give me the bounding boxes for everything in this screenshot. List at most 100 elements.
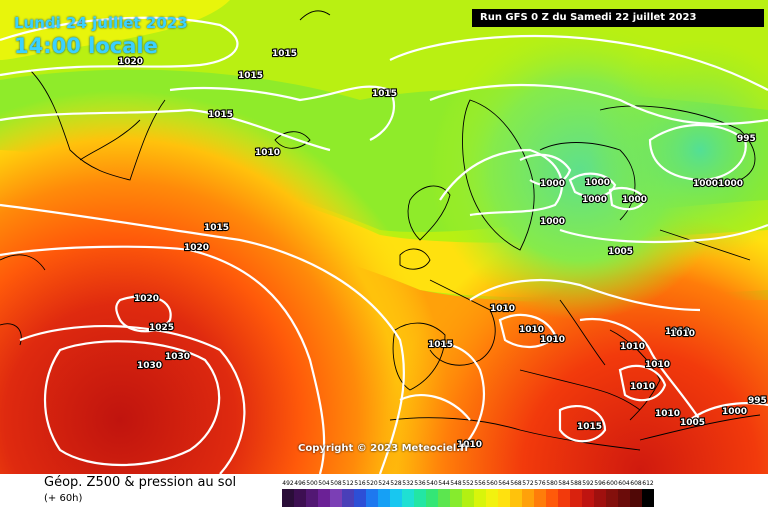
forecast-lead-time: (+ 60h): [44, 493, 83, 504]
isobar-label: 1015: [272, 49, 297, 59]
isobar-label: 1000: [622, 195, 647, 205]
isobar-label: 1000: [722, 407, 747, 417]
run-info-banner: Run GFS 0 Z du Samedi 22 juillet 2023: [472, 9, 764, 27]
isobar-label: 1020: [184, 243, 209, 253]
scale-step-label: 612: [642, 480, 654, 487]
isobar-label: 1000: [582, 195, 607, 205]
scale-step-swatch: [642, 489, 654, 507]
isobar-label: 1015: [204, 223, 229, 233]
scale-step: 544: [438, 480, 450, 507]
scale-step: 580: [546, 480, 558, 507]
scale-step-swatch: [402, 489, 414, 507]
scale-step-label: 568: [510, 480, 522, 487]
scale-step-swatch: [342, 489, 354, 507]
scale-step-label: 508: [330, 480, 342, 487]
scale-step-swatch: [534, 489, 546, 507]
scale-step-label: 564: [498, 480, 510, 487]
scale-step-swatch: [606, 489, 618, 507]
scale-step-label: 560: [486, 480, 498, 487]
scale-step-label: 504: [318, 480, 330, 487]
isobar-label: 1010: [519, 325, 544, 335]
scale-step: 496: [294, 480, 306, 507]
geopotential-map: 1020 1015 1015 1015 1015 1010 1015 1020 1020 1025…: [0, 0, 768, 474]
scale-step-label: 516: [354, 480, 366, 487]
scale-step-swatch: [282, 489, 294, 507]
scale-step-label: 536: [414, 480, 426, 487]
scale-step-label: 596: [594, 480, 606, 487]
scale-step: 560: [486, 480, 498, 507]
scale-step-label: 500: [306, 480, 318, 487]
isobar-label: 1030: [137, 361, 162, 371]
scale-step-swatch: [498, 489, 510, 507]
scale-step-swatch: [546, 489, 558, 507]
scale-step: 572: [522, 480, 534, 507]
isobar-label: 1010: [255, 148, 280, 158]
scale-step-swatch: [474, 489, 486, 507]
isobar-label: 1010: [645, 360, 670, 370]
isobar-label: 1015: [372, 89, 397, 99]
isobar-label: 1000: [585, 178, 610, 188]
scale-step-label: 580: [546, 480, 558, 487]
scale-step: 548: [450, 480, 462, 507]
isobar-label: 1015: [208, 110, 233, 120]
scale-step-swatch: [462, 489, 474, 507]
scale-step-swatch: [438, 489, 450, 507]
scale-step: 556: [474, 480, 486, 507]
isobar-label: 1015: [238, 71, 263, 81]
scale-step-swatch: [594, 489, 606, 507]
isobar-lines: [0, 16, 768, 474]
forecast-local-time: 14:00 locale: [14, 34, 158, 58]
isobar-label: 1010: [630, 382, 655, 392]
scale-step: 508: [330, 480, 342, 507]
scale-step: 504: [318, 480, 330, 507]
scale-step-label: 524: [378, 480, 390, 487]
scale-step-swatch: [378, 489, 390, 507]
scale-step-swatch: [414, 489, 426, 507]
scale-step: 592: [582, 480, 594, 507]
scale-step-label: 528: [390, 480, 402, 487]
scale-step-label: 520: [366, 480, 378, 487]
scale-step-label: 584: [558, 480, 570, 487]
forecast-date: Lundi 24 juillet 2023: [14, 14, 188, 32]
coastlines: [0, 10, 761, 451]
scale-step-label: 608: [630, 480, 642, 487]
isobar-label: 1030: [165, 352, 190, 362]
isobar-label: 1000: [718, 179, 743, 189]
scale-step-swatch: [390, 489, 402, 507]
scale-step: 516: [354, 480, 366, 507]
scale-step: 532: [402, 480, 414, 507]
z500-color-scale: 492 496 500 504 508 512 516 520 524 528 532 536 540 5…: [282, 480, 654, 507]
scale-step: 612: [642, 480, 654, 507]
scale-step-label: 540: [426, 480, 438, 487]
copyright-notice: Copyright © 2023 Meteociel.fr: [298, 443, 470, 454]
scale-step-swatch: [582, 489, 594, 507]
isobar-label: 1015: [428, 340, 453, 350]
scale-step-swatch: [330, 489, 342, 507]
scale-step: 588: [570, 480, 582, 507]
scale-step-label: 600: [606, 480, 618, 487]
scale-step-swatch: [294, 489, 306, 507]
scale-step-swatch: [450, 489, 462, 507]
scale-step: 568: [510, 480, 522, 507]
isobar-label: 995: [748, 396, 767, 406]
isobar-label: 1010: [655, 409, 680, 419]
isobar-label: 995: [737, 134, 756, 144]
isobar-label: 1010: [665, 327, 690, 337]
legend-footer: Géop. Z500 & pression au sol (+ 60h) 492…: [0, 474, 768, 512]
isobar-labels: 1020 1015 1015 1015 1015 1010 1015 1020 1020 1025…: [117, 48, 768, 451]
scale-step-swatch: [630, 489, 642, 507]
scale-step-swatch: [486, 489, 498, 507]
scale-step: 536: [414, 480, 426, 507]
chart-variable-title: Géop. Z500 & pression au sol: [44, 475, 237, 490]
scale-step-swatch: [426, 489, 438, 507]
scale-step-swatch: [318, 489, 330, 507]
isobar-label: 1005: [680, 418, 705, 428]
scale-step-label: 604: [618, 480, 630, 487]
scale-step-swatch: [570, 489, 582, 507]
scale-step-swatch: [510, 489, 522, 507]
scale-step: 500: [306, 480, 318, 507]
isobar-label: 1020: [118, 57, 143, 67]
isobar-label: 1000: [693, 179, 718, 189]
scale-step: 552: [462, 480, 474, 507]
